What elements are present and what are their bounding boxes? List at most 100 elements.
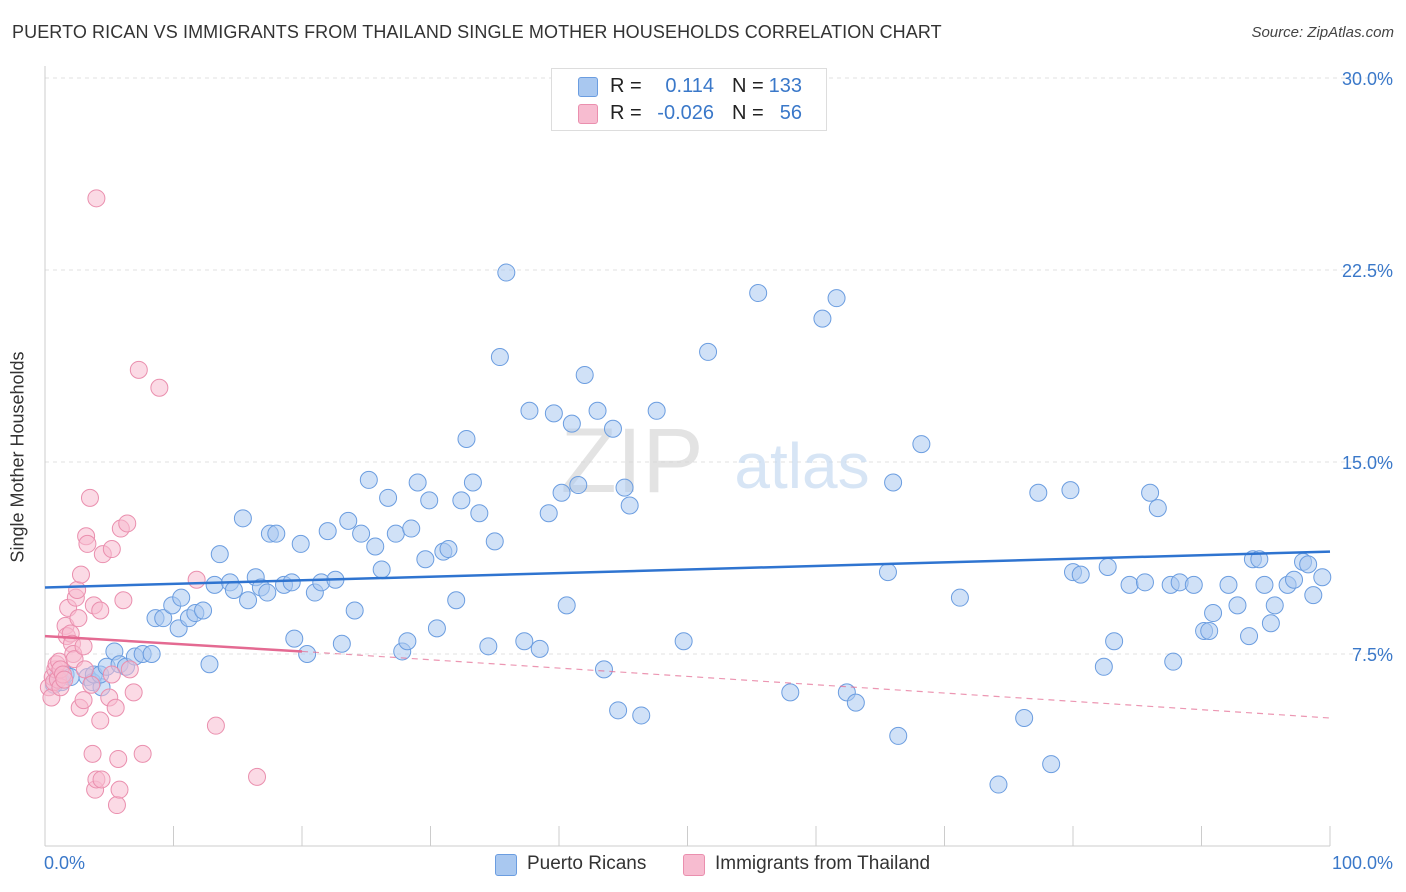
data-point-puerto-ricans bbox=[479, 637, 498, 656]
data-point-puerto-ricans bbox=[1228, 596, 1247, 615]
data-point-puerto-ricans bbox=[557, 596, 576, 615]
data-point-puerto-ricans bbox=[318, 522, 337, 541]
data-point-puerto-ricans bbox=[345, 601, 364, 620]
watermark-zip: ZIP bbox=[560, 410, 703, 512]
legend-row-immigrants-thailand: R = -0.026 N = 56 bbox=[552, 101, 826, 127]
legend-n-label: N = bbox=[732, 102, 764, 124]
data-point-immigrants-thailand bbox=[107, 796, 126, 815]
data-point-puerto-ricans bbox=[1250, 550, 1269, 569]
data-point-puerto-ricans bbox=[332, 634, 351, 653]
data-point-immigrants-thailand bbox=[74, 637, 93, 656]
series-puerto-ricans bbox=[44, 263, 1332, 794]
legend-r-label: R = bbox=[610, 75, 642, 97]
data-point-puerto-ricans bbox=[1184, 575, 1203, 594]
y-tick-label: 7.5% bbox=[1352, 645, 1393, 665]
source-label: Source: ZipAtlas.com bbox=[1251, 24, 1394, 41]
data-point-immigrants-thailand bbox=[120, 660, 139, 679]
data-point-puerto-ricans bbox=[1071, 565, 1090, 584]
legend-n-value: 56 bbox=[779, 102, 802, 124]
data-point-puerto-ricans bbox=[950, 588, 969, 607]
legend-n-value: 133 bbox=[768, 75, 802, 97]
data-point-puerto-ricans bbox=[1200, 621, 1219, 640]
data-point-puerto-ricans bbox=[205, 575, 224, 594]
data-point-immigrants-thailand bbox=[80, 488, 99, 507]
data-point-puerto-ricans bbox=[452, 491, 471, 510]
data-point-puerto-ricans bbox=[1135, 573, 1154, 592]
data-point-puerto-ricans bbox=[889, 726, 908, 745]
data-point-puerto-ricans bbox=[1042, 755, 1061, 774]
correlation-legend: R = 0.114 N = 133 R = -0.026 N = 56 bbox=[551, 68, 827, 131]
data-point-puerto-ricans bbox=[1141, 483, 1160, 502]
data-point-puerto-ricans bbox=[1285, 570, 1304, 589]
data-point-puerto-ricans bbox=[490, 348, 509, 367]
data-point-puerto-ricans bbox=[439, 540, 458, 559]
x-tick-label: 0.0% bbox=[44, 853, 85, 873]
data-point-puerto-ricans bbox=[1029, 483, 1048, 502]
tick-labels: 7.5% 15.0% 22.5% 30.0% 0.0% 100.0% bbox=[44, 69, 1393, 873]
legend-label: Immigrants from Thailand bbox=[715, 853, 931, 874]
legend-r-value: 0.114 bbox=[665, 75, 714, 97]
data-point-puerto-ricans bbox=[647, 401, 666, 420]
data-point-puerto-ricans bbox=[749, 284, 768, 303]
data-point-immigrants-thailand bbox=[106, 698, 125, 717]
data-point-puerto-ricans bbox=[1304, 586, 1323, 605]
data-point-puerto-ricans bbox=[1094, 657, 1113, 676]
y-tick-label: 22.5% bbox=[1342, 261, 1393, 281]
data-point-puerto-ricans bbox=[1265, 596, 1284, 615]
data-point-puerto-ricans bbox=[142, 645, 161, 663]
data-point-puerto-ricans bbox=[1148, 499, 1167, 518]
data-point-immigrants-thailand bbox=[68, 581, 87, 599]
data-point-puerto-ricans bbox=[813, 309, 832, 328]
data-point-puerto-ricans bbox=[912, 435, 931, 454]
data-point-puerto-ricans bbox=[588, 401, 607, 420]
data-point-puerto-ricans bbox=[1061, 481, 1080, 500]
data-point-immigrants-thailand bbox=[110, 780, 129, 799]
data-point-immigrants-thailand bbox=[129, 360, 148, 379]
chart-title: PUERTO RICAN VS IMMIGRANTS FROM THAILAND… bbox=[12, 22, 942, 42]
data-point-immigrants-thailand bbox=[92, 770, 111, 789]
legend-swatch-pink bbox=[578, 104, 598, 124]
data-point-puerto-ricans bbox=[372, 560, 391, 579]
data-point-puerto-ricans bbox=[615, 478, 634, 497]
data-point-puerto-ricans bbox=[172, 588, 191, 607]
data-point-immigrants-thailand bbox=[102, 540, 121, 559]
x-tick-label: 100.0% bbox=[1332, 853, 1393, 873]
trend-line-immigrants-thailand bbox=[44, 634, 303, 653]
data-point-puerto-ricans bbox=[402, 519, 421, 538]
data-point-immigrants-thailand bbox=[91, 711, 110, 730]
data-point-puerto-ricans bbox=[620, 496, 639, 515]
data-point-immigrants-thailand bbox=[91, 601, 110, 620]
data-point-puerto-ricans bbox=[1240, 627, 1259, 646]
data-point-puerto-ricans bbox=[298, 645, 317, 663]
data-point-immigrants-thailand bbox=[118, 514, 137, 533]
data-point-puerto-ricans bbox=[258, 583, 277, 602]
data-point-puerto-ricans bbox=[366, 537, 385, 556]
data-point-puerto-ricans bbox=[497, 263, 516, 282]
data-point-immigrants-thailand bbox=[75, 660, 94, 679]
data-point-puerto-ricans bbox=[544, 404, 563, 423]
data-point-puerto-ricans bbox=[1015, 709, 1034, 727]
data-point-puerto-ricans bbox=[470, 504, 489, 523]
watermark: ZIP atlas bbox=[560, 410, 869, 512]
data-point-puerto-ricans bbox=[1164, 652, 1183, 671]
data-point-puerto-ricans bbox=[352, 524, 371, 543]
data-point-puerto-ricans bbox=[603, 419, 622, 438]
series-immigrants-thailand bbox=[39, 189, 267, 815]
legend-label: Puerto Ricans bbox=[527, 853, 647, 874]
data-point-puerto-ricans bbox=[1105, 632, 1124, 651]
data-point-puerto-ricans bbox=[827, 289, 846, 308]
data-point-puerto-ricans bbox=[989, 775, 1008, 794]
data-point-puerto-ricans bbox=[359, 470, 378, 489]
data-point-immigrants-thailand bbox=[248, 767, 267, 786]
data-point-puerto-ricans bbox=[1219, 575, 1238, 594]
data-point-puerto-ricans bbox=[520, 401, 539, 420]
data-point-immigrants-thailand bbox=[187, 570, 206, 589]
series-legend: Puerto Ricans Immigrants from Thailand bbox=[0, 852, 1406, 878]
data-point-puerto-ricans bbox=[530, 639, 549, 658]
data-point-puerto-ricans bbox=[339, 511, 358, 530]
data-point-puerto-ricans bbox=[1098, 557, 1117, 576]
data-point-immigrants-thailand bbox=[206, 716, 225, 735]
data-point-puerto-ricans bbox=[379, 488, 398, 507]
data-point-puerto-ricans bbox=[154, 609, 173, 628]
data-point-puerto-ricans bbox=[1204, 604, 1223, 623]
